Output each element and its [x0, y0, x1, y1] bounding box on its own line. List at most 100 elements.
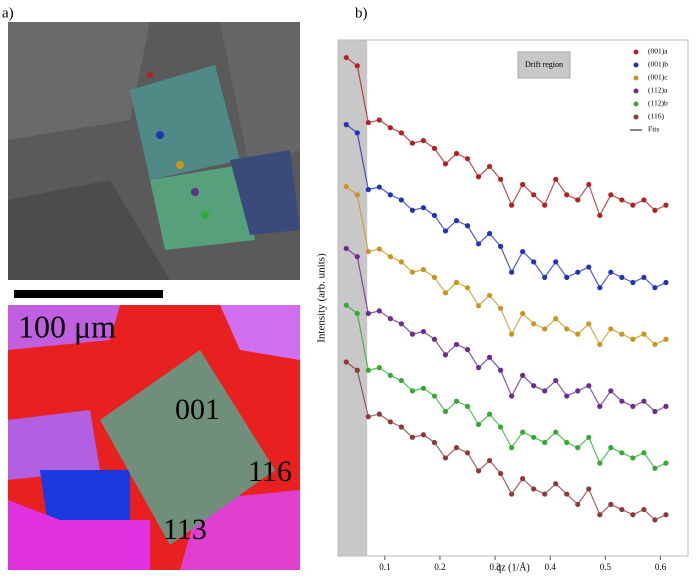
data-point: [663, 403, 669, 409]
data-point: [464, 285, 471, 291]
data-point: [663, 336, 669, 342]
data-point: [376, 308, 382, 314]
data-point: [586, 264, 592, 270]
data-point: [652, 207, 658, 213]
data-point: [509, 331, 515, 337]
micrograph: [8, 22, 300, 280]
data-point: [597, 285, 603, 291]
data-point: [608, 326, 614, 332]
data-point: [619, 274, 625, 280]
data-point: [343, 245, 349, 252]
data-point: [354, 130, 360, 136]
data-point: [497, 243, 504, 249]
data-point: [586, 486, 592, 492]
data-point: [442, 352, 449, 358]
data-point: [475, 174, 482, 180]
data-point: [586, 383, 592, 389]
data-point: [442, 408, 449, 415]
data-point: [663, 460, 669, 466]
data-point: [597, 212, 603, 219]
data-point: [486, 230, 493, 237]
data-point: [420, 385, 427, 391]
legend-label: (112)a: [648, 86, 668, 95]
data-point: [464, 450, 471, 456]
data-point: [586, 434, 592, 440]
data-point: [575, 197, 581, 203]
annotation-box: [517, 51, 571, 79]
data-point: [630, 202, 636, 208]
data-point: [542, 388, 548, 394]
legend-label: (001)c: [648, 73, 668, 82]
data-point: [630, 403, 636, 409]
data-point: [354, 367, 360, 373]
data-point: [431, 336, 438, 342]
data-point: [608, 192, 614, 198]
data-point: [365, 414, 371, 420]
data-point: [619, 331, 625, 337]
data-point: [376, 411, 382, 417]
data-point: [663, 202, 669, 208]
scale-bar: [14, 290, 163, 298]
data-point: [420, 328, 427, 335]
y-axis-label: Intensity (arb. units): [316, 253, 328, 343]
data-point: [586, 321, 592, 327]
x-tick-label: 0.3: [489, 562, 501, 572]
data-point: [652, 341, 658, 348]
data-point: [509, 491, 515, 497]
data-point: [553, 481, 559, 487]
data-point: [354, 310, 360, 317]
data-point: [509, 393, 515, 399]
map-label: 113: [163, 513, 207, 546]
data-point: [475, 421, 482, 428]
data-point: [619, 450, 625, 456]
data-point: [630, 279, 636, 286]
legend-label: (001)b: [648, 60, 668, 69]
map-label: 116: [248, 455, 292, 488]
legend-marker: [633, 75, 639, 81]
legend-marker: [633, 49, 639, 55]
data-point: [608, 388, 614, 394]
data-point: [497, 470, 504, 477]
legend-marker: [633, 114, 639, 120]
data-point: [409, 434, 416, 440]
data-point: [343, 359, 349, 365]
orientation-map: [8, 305, 300, 570]
data-point: [486, 354, 493, 360]
data-point: [597, 403, 603, 409]
data-point: [575, 331, 581, 337]
fit-line: [345, 247, 667, 413]
drift-region: [338, 40, 368, 556]
data-point: [442, 228, 449, 234]
data-point: [564, 274, 570, 280]
data-point: [520, 181, 526, 188]
data-point: [564, 393, 570, 399]
data-point: [520, 429, 526, 435]
data-point: [586, 181, 592, 188]
x-tick-label: 0.1: [379, 562, 390, 572]
plot-frame: [337, 39, 689, 557]
panel-label: a): [2, 5, 14, 21]
legend-label: (001)a: [648, 47, 668, 56]
data-point: [376, 365, 382, 371]
map-label: 001: [175, 393, 220, 426]
data-point: [365, 119, 371, 126]
data-point: [619, 197, 625, 203]
annotation: Drift region: [525, 60, 563, 69]
data-point: [453, 150, 460, 157]
data-point: [343, 183, 349, 190]
data-point: [641, 450, 647, 456]
data-point: [475, 468, 482, 474]
x-tick-label: 0.6: [655, 562, 667, 572]
data-point: [608, 269, 614, 275]
data-point: [531, 192, 537, 198]
data-point: [564, 439, 570, 446]
data-point: [509, 269, 515, 275]
data-point: [409, 331, 416, 337]
data-point: [365, 187, 371, 193]
data-point: [619, 398, 625, 404]
legend-label: (116): [648, 112, 664, 121]
data-point: [542, 491, 548, 497]
data-point: [597, 341, 603, 348]
data-point: [553, 429, 559, 435]
